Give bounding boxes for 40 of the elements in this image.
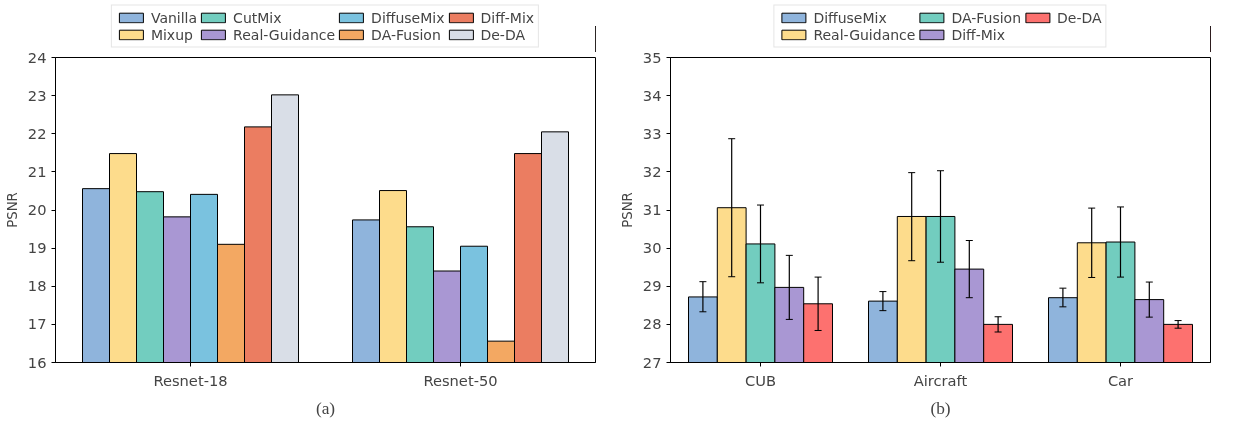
x-tick-label: Resnet-50: [423, 371, 498, 389]
y-tick-label: 20: [27, 201, 47, 218]
y-tick-label: 18: [27, 277, 47, 295]
y-axis-title: PSNR: [619, 192, 635, 228]
x-tick-label: Resnet-18: [153, 371, 228, 389]
y-tick-label: 23: [27, 86, 47, 104]
legend-label: Mixup: [150, 26, 193, 43]
legend-label: De-DA: [1057, 9, 1102, 26]
y-tick-label: 31: [642, 201, 662, 218]
legend-label: CutMix: [233, 9, 282, 26]
y-axis-title: PSNR: [4, 192, 20, 228]
x-tick-label: Car: [1107, 371, 1135, 389]
legend-label: Real-Guidance: [233, 26, 336, 43]
legend-label: Diff-Mix: [480, 9, 535, 26]
text: (b): [930, 398, 951, 418]
y-tick-label: 33: [642, 124, 662, 142]
y-tick-label: 28: [642, 315, 662, 333]
x-tick-label: CUB: [744, 371, 777, 389]
x-tick-label: Aircraft: [913, 371, 968, 389]
legend-label: Vanilla: [150, 9, 198, 26]
legend-label: DA-Fusion: [371, 26, 441, 43]
y-tick-label: 35: [642, 48, 662, 66]
y-tick-label: 29: [642, 277, 662, 295]
y-tick-label: 34: [642, 86, 662, 104]
y-tick-label: 17: [27, 315, 47, 333]
y-tick-label: 19: [27, 239, 47, 257]
text: (a): [315, 398, 336, 418]
y-tick-label: 32: [642, 162, 662, 180]
legend-label: DA-Fusion: [951, 9, 1022, 26]
y-tick-label: 24: [27, 48, 47, 66]
y-tick-label: 30: [642, 239, 662, 257]
legend-label: DiffuseMix: [813, 9, 887, 26]
y-tick-label: 27: [642, 353, 662, 371]
legend-label: De-DA: [480, 26, 526, 43]
legend-label: Diff-Mix: [951, 26, 1006, 43]
y-tick-label: 16: [27, 353, 47, 371]
y-tick-label: 22: [27, 124, 47, 142]
legend-label: DiffuseMix: [371, 9, 445, 26]
y-tick-label: 21: [27, 162, 47, 180]
legend-label: Real-Guidance: [813, 26, 916, 43]
